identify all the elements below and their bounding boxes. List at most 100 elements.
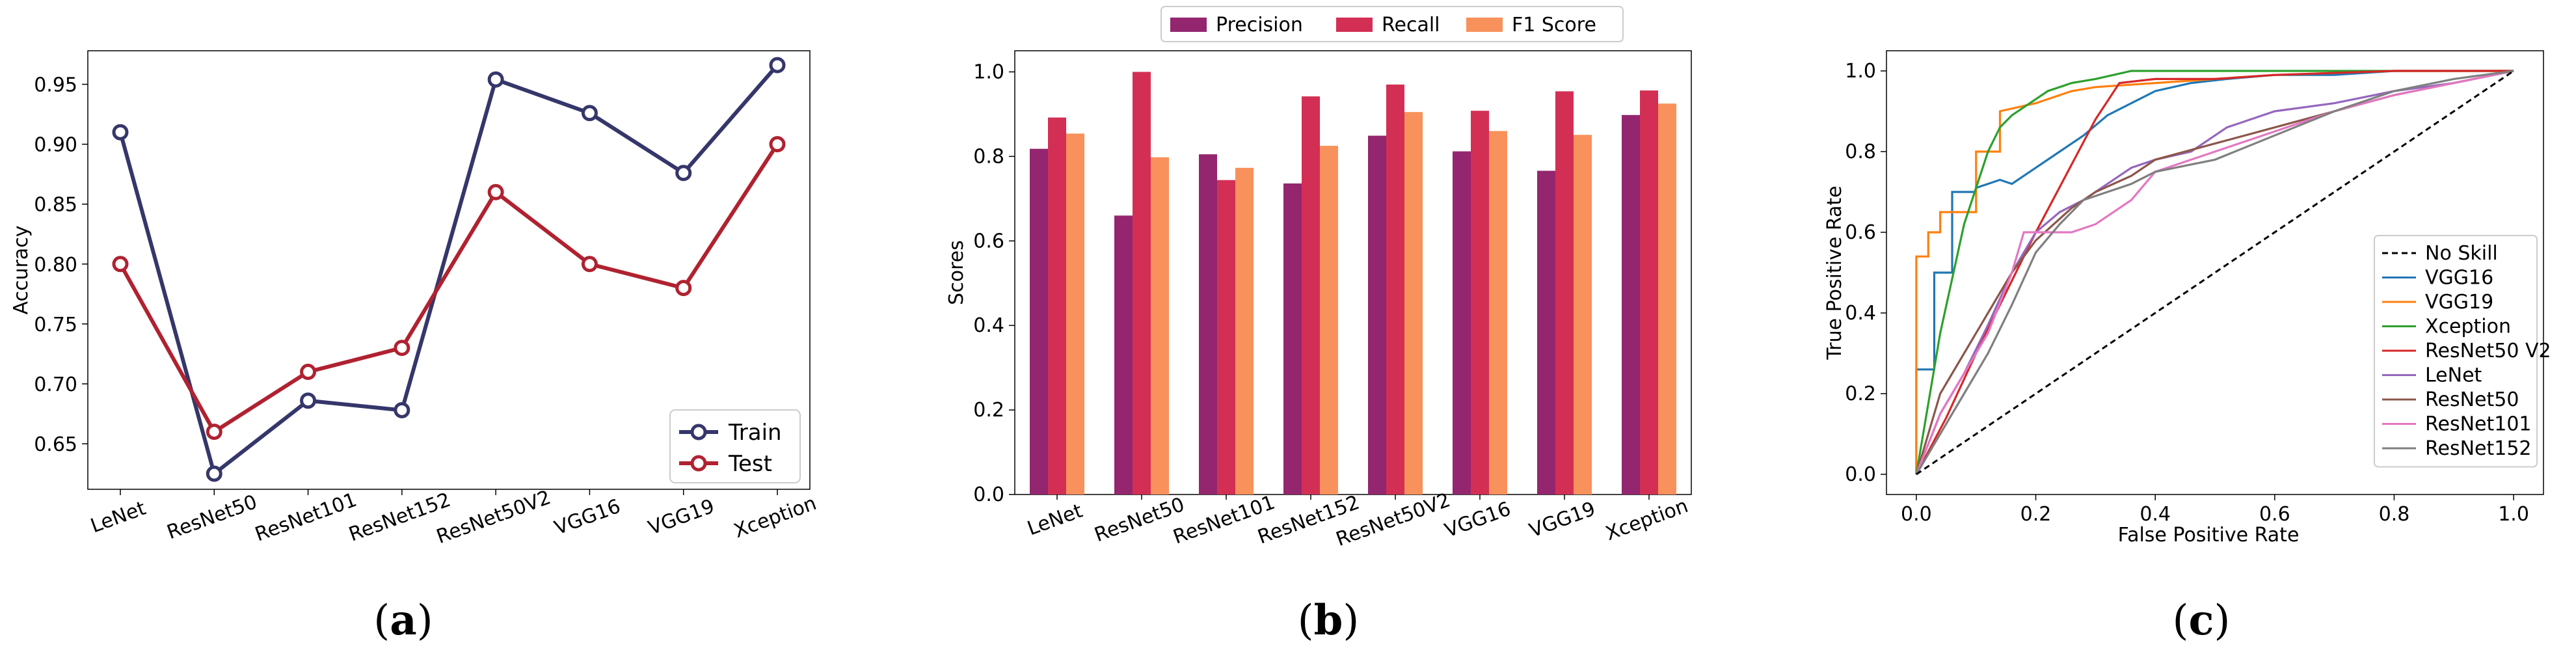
y-axis-label: Scores — [945, 240, 968, 305]
legend-label-resnet50-v2: ResNet50 V2 — [2425, 340, 2551, 362]
y-tick-label: 1.0 — [1845, 60, 1876, 83]
plot-frame — [1886, 50, 2544, 495]
plot-frame — [87, 50, 811, 490]
panel-a-accuracy-chart: 0.65 0.70 0.75 0.80 0.85 0.90 0.95 LeNet ResNet5… — [10, 50, 820, 548]
legend-label-vgg16: VGG16 — [2425, 267, 2493, 290]
y-tick-label: 0.8 — [973, 145, 1004, 168]
y-tick-label: 0.0 — [973, 483, 1004, 506]
legend-label-resnet101: ResNet101 — [2425, 413, 2532, 436]
bar-f1-score — [1658, 103, 1676, 494]
y-tick-label: 0.85 — [34, 194, 77, 217]
y-tick-label: 0.90 — [34, 134, 77, 157]
y-tick-label: 0.75 — [34, 314, 77, 336]
bar-f1-score — [1574, 135, 1592, 494]
bar-recall — [1471, 111, 1489, 495]
y-tick-label: 0.2 — [973, 399, 1004, 422]
legend-label-xception: Xception — [2425, 316, 2511, 338]
data-point-test — [675, 280, 692, 297]
legend-box — [1161, 6, 1624, 42]
x-tick-label: 0.4 — [2140, 503, 2171, 526]
legend-label-vgg19: VGG19 — [2425, 291, 2493, 314]
data-point-train — [394, 401, 410, 418]
bar-precision — [1114, 215, 1133, 494]
x-tick-label: LeNet — [1025, 500, 1086, 541]
bar-recall — [1133, 72, 1151, 494]
x-tick-label: Xception — [731, 492, 820, 543]
legend-marker-test — [690, 455, 707, 472]
plot-frame — [1014, 50, 1692, 495]
roc-curve-resnet152 — [1915, 70, 2514, 475]
x-tick-label: 1.0 — [2498, 503, 2529, 526]
y-axis-label: Accuracy — [10, 226, 33, 315]
bar-f1-score — [1320, 146, 1338, 495]
x-tick-label: LeNet — [88, 497, 149, 538]
x-tick-label: 0.0 — [1901, 503, 1932, 526]
data-point-train — [206, 465, 222, 482]
bar-recall — [1217, 180, 1235, 494]
legend-label-f1-score: F1 Score — [1512, 14, 1596, 36]
bar-recall — [1048, 117, 1066, 494]
legend-label-test: Test — [728, 451, 772, 477]
data-point-test — [112, 256, 129, 273]
data-point-test — [769, 136, 786, 153]
series-line-test — [118, 142, 779, 435]
bar-f1-score — [1151, 157, 1169, 494]
bar-recall — [1555, 91, 1574, 495]
bar-f1-score — [1489, 131, 1507, 494]
legend-label-train: Train — [728, 420, 782, 446]
y-tick-label: 0.4 — [973, 314, 1004, 337]
x-tick-label: 0.8 — [2379, 503, 2410, 526]
x-tick-label: VGG19 — [645, 495, 718, 540]
y-tick-label: 0.6 — [1845, 221, 1876, 244]
roc-curve-lenet — [1915, 70, 2514, 475]
data-point-train — [581, 105, 598, 122]
y-tick-label: 0.80 — [34, 254, 77, 277]
data-point-train — [675, 165, 692, 182]
data-point-test — [394, 340, 410, 357]
legend-label-resnet152: ResNet152 — [2425, 437, 2532, 460]
legend-box — [2374, 235, 2538, 468]
bar-recall — [1386, 84, 1404, 494]
bar-recall — [1640, 90, 1658, 494]
bar-recall — [1302, 96, 1320, 495]
legend-swatch-precision — [1170, 18, 1207, 32]
data-point-test — [300, 364, 317, 381]
bar-precision — [1368, 135, 1386, 494]
roc-curve-xception — [1915, 70, 2514, 475]
x-tick-label: ResNet101 — [252, 489, 360, 547]
x-tick-label: Xception — [1603, 494, 1691, 545]
bar-f1-score — [1404, 112, 1423, 494]
y-tick-label: 0.6 — [973, 230, 1004, 252]
caption-c: (c) — [2173, 596, 2231, 645]
data-point-train — [300, 392, 317, 409]
x-tick-label: 0.2 — [2020, 503, 2052, 526]
bar-precision — [1453, 151, 1471, 494]
roc-curve-no-skill — [1916, 70, 2514, 476]
legend-label-precision: Precision — [1216, 14, 1303, 36]
roc-curve-resnet101 — [1915, 70, 2514, 475]
y-tick-label: 0.2 — [1845, 383, 1876, 405]
x-tick-label: VGG19 — [1526, 498, 1598, 543]
legend-label-no-skill: No Skill — [2425, 242, 2498, 265]
y-tick-label: 0.8 — [1845, 141, 1876, 163]
caption-a: (a) — [373, 596, 433, 645]
legend-swatch-f1-score — [1466, 18, 1503, 32]
x-axis-label: False Positive Rate — [2118, 524, 2300, 547]
data-point-test — [487, 183, 504, 200]
x-tick-label: ResNet50 — [164, 491, 260, 544]
x-tick-label: VGG16 — [1442, 498, 1514, 543]
y-tick-label: 0.95 — [34, 74, 77, 97]
bar-precision — [1537, 170, 1555, 494]
data-point-train — [112, 124, 129, 141]
caption-b: (b) — [1298, 596, 1360, 645]
x-tick-label: 0.6 — [2259, 503, 2290, 526]
y-tick-label: 0.65 — [34, 433, 77, 456]
legend-swatch-recall — [1336, 18, 1373, 32]
x-tick-label: ResNet50V2 — [433, 486, 554, 548]
panel-c-roc-chart: 0.0 0.2 0.4 0.6 0.8 1.0 0.0 0.2 0.4 0.6 0.8 1.0 Fals… — [1823, 50, 2551, 547]
bar-f1-score — [1066, 133, 1084, 495]
y-axis-label: True Positive Rate — [1823, 185, 1846, 360]
x-tick-label: VGG16 — [552, 495, 624, 540]
